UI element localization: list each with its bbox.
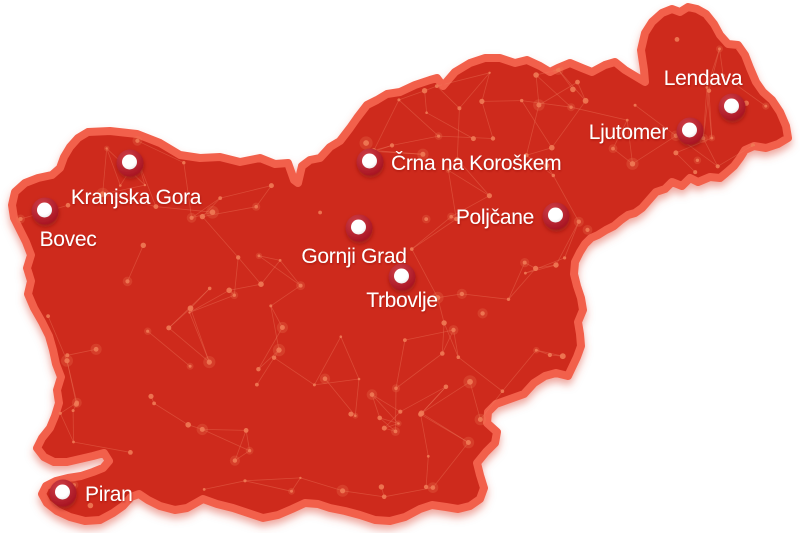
marker-center-dot — [724, 98, 739, 114]
marker-center-dot — [362, 153, 377, 169]
marker-center-dot — [548, 207, 563, 223]
marker-center-dot — [55, 484, 70, 500]
city-marker-bovec[interactable] — [31, 197, 59, 225]
city-label: Piran — [85, 483, 133, 506]
city-marker-trbovlje[interactable] — [388, 263, 416, 291]
city-markers-layer: Bovec Kranjska Gora Črna na Koroškem Gornji… — [31, 67, 746, 507]
city-marker--rna-na-koro-kem[interactable] — [356, 148, 384, 176]
network-pattern — [16, 37, 770, 509]
city-label: Lendava — [664, 67, 743, 90]
city-marker-piran[interactable] — [49, 479, 77, 507]
city-label: Gornji Grad — [301, 245, 406, 268]
city-label: Črna na Koroškem — [391, 152, 561, 175]
city-marker-ljutomer[interactable] — [676, 117, 704, 145]
city-marker-lendava[interactable] — [718, 93, 746, 121]
city-label: Kranjska Gora — [71, 186, 202, 209]
city-label: Poljčane — [456, 206, 534, 229]
city-label: Bovec — [40, 228, 97, 251]
marker-center-dot — [351, 219, 366, 235]
city-marker-gornji-grad[interactable] — [345, 214, 373, 242]
marker-center-dot — [682, 122, 697, 138]
city-label: Trbovlje — [366, 289, 438, 312]
city-marker-kranjska-gora[interactable] — [116, 149, 144, 177]
city-marker-polj-ane[interactable] — [542, 202, 570, 230]
city-label: Ljutomer — [589, 121, 669, 144]
marker-center-dot — [394, 268, 409, 284]
marker-center-dot — [122, 154, 137, 170]
marker-center-dot — [37, 202, 52, 218]
